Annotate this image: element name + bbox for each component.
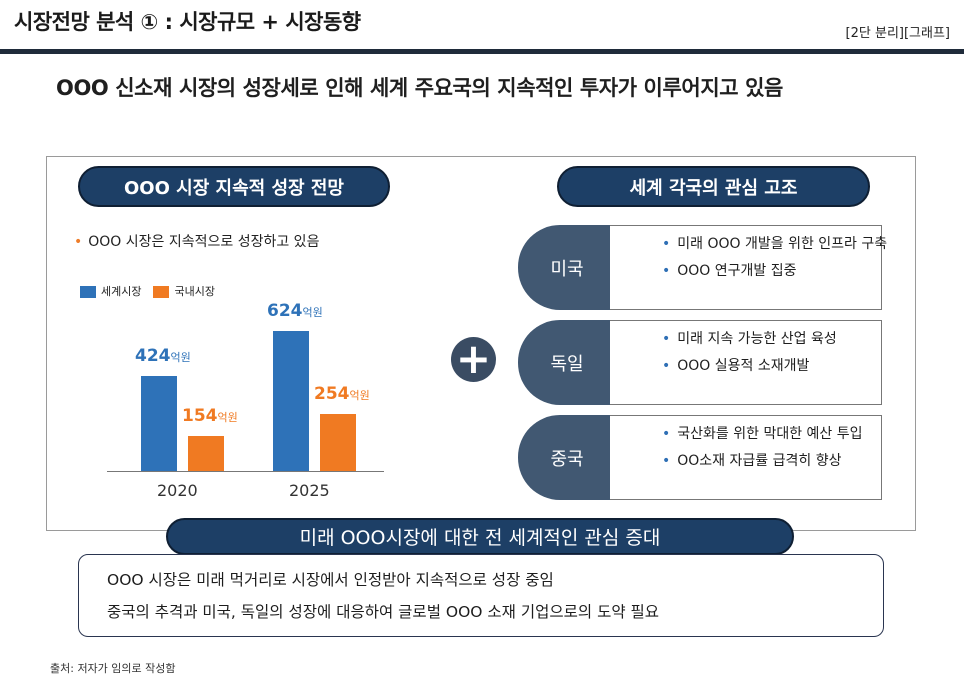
country-name: 독일 — [518, 320, 610, 405]
plus-icon: + — [451, 337, 496, 382]
country-name: 중국 — [518, 415, 610, 500]
summary-box: OOO 시장은 미래 먹거리로 시장에서 인정받아 지속적으로 성장 중임 중국… — [78, 554, 884, 637]
left-panel-title: OOO 시장 지속적 성장 전망 — [78, 166, 390, 207]
country-point: • OOO 연구개발 집중 — [662, 263, 797, 279]
bar-2025-world — [273, 331, 309, 471]
bar-2025-domestic — [320, 414, 356, 471]
value-label-2020-domestic: 154억원 — [182, 406, 238, 427]
summary-line-1: OOO 시장은 미래 먹거리로 시장에서 인정받아 지속적으로 성장 중임 — [107, 571, 554, 589]
country-card-2: • 국산화를 위한 막대한 예산 투입 • OO소재 자급률 급격히 향상 중국 — [518, 415, 882, 500]
headline: OOO 신소재 시장의 성장세로 인해 세계 주요국의 지속적인 투자가 이루어… — [56, 76, 783, 100]
summary-line-2: 중국의 추격과 미국, 독일의 성장에 대응하여 글로벌 OOO 소재 기업으로… — [107, 603, 660, 621]
legend-swatch-world — [80, 286, 96, 298]
country-name: 미국 — [518, 225, 610, 310]
country-point: • 미래 OOO 개발을 위한 인프라 구축 — [662, 236, 888, 252]
legend-item-world: 세계시장 — [80, 283, 141, 299]
value-label-2025-domestic: 254억원 — [314, 384, 370, 404]
country-point: • OOO 실용적 소재개발 — [662, 358, 810, 374]
value-label-2025-world: 624억원 — [267, 301, 323, 321]
page-title: 시장전망 분석 ① : 시장규모 + 시장동향 — [14, 10, 361, 34]
value-label-2020-world: 424억원 — [135, 345, 191, 366]
country-detail: • 미래 지속 가능한 산업 육성 • OOO 실용적 소재개발 — [588, 320, 882, 405]
left-bullet-text: OOO 시장은 지속적으로 성장하고 있음 — [88, 234, 320, 250]
bar-2020-world — [141, 375, 177, 471]
country-point: • OO소재 자급률 급격히 향상 — [662, 453, 842, 469]
bar-2020-domestic — [188, 436, 224, 471]
legend-label-world: 세계시장 — [101, 285, 142, 298]
source-note: 출처: 저자가 임의로 작성함 — [50, 662, 176, 675]
title-divider — [0, 49, 964, 54]
legend-item-domestic: 국내시장 — [153, 283, 215, 299]
country-card-1: • 미래 지속 가능한 산업 육성 • OOO 실용적 소재개발 독일 — [518, 320, 882, 405]
x-tick-2020: 2020 — [157, 481, 198, 500]
country-detail: • 미래 OOO 개발을 위한 인프라 구축 • OOO 연구개발 집중 — [588, 225, 887, 310]
bullet-dot: • — [74, 234, 83, 250]
left-bullet: • OOO 시장은 지속적으로 성장하고 있음 — [74, 231, 319, 251]
chart-x-axis — [107, 471, 384, 472]
summary-banner: 미래 OOO시장에 대한 전 세계적인 관심 증대 — [166, 518, 794, 555]
chart-legend: 세계시장 국내시장 — [80, 283, 215, 299]
country-point: • 미래 지속 가능한 산업 육성 — [662, 331, 837, 347]
layout-tag: [2단 분리][그래프] — [845, 26, 950, 41]
right-panel-title: 세계 각국의 관심 고조 — [557, 166, 870, 207]
country-detail: • 국산화를 위한 막대한 예산 투입 • OO소재 자급률 급격히 향상 — [588, 415, 882, 500]
country-point: • 국산화를 위한 막대한 예산 투입 — [662, 426, 863, 442]
legend-swatch-domestic — [153, 286, 170, 298]
x-tick-2025: 2025 — [289, 481, 330, 500]
country-card-0: • 미래 OOO 개발을 위한 인프라 구축 • OOO 연구개발 집중 미국 — [518, 225, 887, 310]
legend-label-domestic: 국내시장 — [174, 285, 215, 298]
